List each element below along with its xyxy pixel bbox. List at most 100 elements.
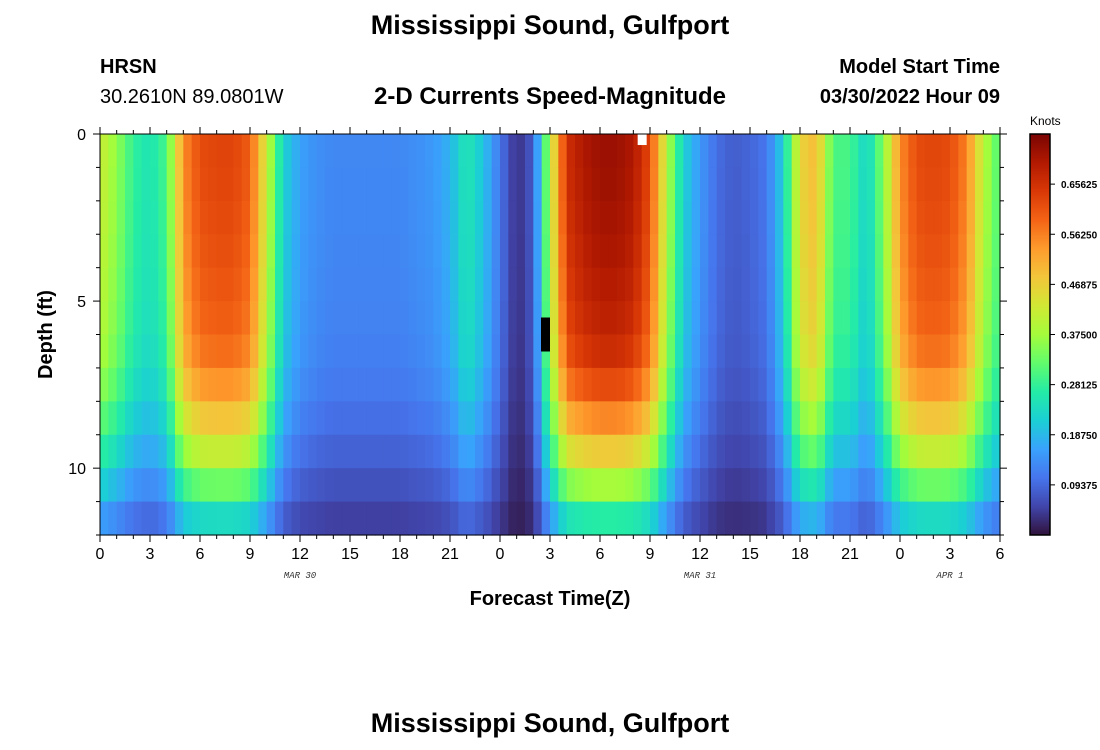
heatmap-cell	[266, 301, 276, 336]
heatmap-cell	[958, 267, 968, 302]
heatmap-cell	[383, 468, 393, 503]
heatmap-cell	[941, 434, 951, 469]
heatmap-cell	[150, 200, 159, 235]
heatmap-cell	[533, 301, 543, 336]
heatmap-cell	[308, 401, 318, 436]
heatmap-cell	[366, 401, 376, 436]
heatmap-cell	[733, 167, 743, 202]
heatmap-cell	[241, 468, 251, 503]
heatmap-cell	[258, 334, 268, 369]
heatmap-cell	[266, 501, 276, 536]
heatmap-cell	[383, 234, 393, 269]
heatmap-cell	[316, 501, 326, 536]
heatmap-cell	[275, 334, 284, 369]
heatmap-cell	[433, 367, 443, 402]
heatmap-cell	[166, 434, 176, 469]
heatmap-cell	[950, 334, 959, 369]
heatmap-cell	[191, 401, 201, 436]
heatmap-cell	[991, 434, 1001, 469]
heatmap-cell	[441, 434, 451, 469]
heatmap-cell	[725, 501, 734, 536]
heatmap-cell	[500, 468, 509, 503]
heatmap-cell	[100, 501, 109, 536]
heatmap-cell	[391, 134, 401, 169]
heatmap-cell	[850, 134, 859, 169]
heatmap-cell	[400, 334, 409, 369]
x-tick-label: 21	[441, 546, 459, 563]
heatmap-cell	[175, 200, 184, 235]
heatmap-cell	[525, 434, 534, 469]
heatmap-cell	[175, 367, 184, 402]
heatmap-cell	[216, 468, 226, 503]
heatmap-cell	[633, 501, 643, 536]
heatmap-cell	[341, 434, 351, 469]
heatmap-cell	[316, 468, 326, 503]
heatmap-cell	[391, 167, 401, 202]
heatmap-cell	[125, 501, 134, 536]
heatmap-cell	[658, 301, 668, 336]
heatmap-cell	[850, 501, 859, 536]
heatmap-cell	[266, 167, 276, 202]
heatmap-cell	[141, 200, 151, 235]
heatmap-cell	[241, 167, 251, 202]
heatmap-cell	[516, 334, 526, 369]
x-tick-label: 12	[691, 546, 709, 563]
heatmap-cell	[375, 434, 384, 469]
heatmap-cell	[283, 167, 293, 202]
heatmap-cell	[958, 434, 968, 469]
heatmap-cell	[500, 200, 509, 235]
heatmap-cell	[983, 401, 993, 436]
heatmap-cell	[350, 134, 359, 169]
heatmap-cell	[550, 267, 559, 302]
heatmap-cell	[341, 200, 351, 235]
heatmap-cell	[216, 167, 226, 202]
heatmap-cell	[566, 501, 576, 536]
heatmap-cell	[700, 434, 709, 469]
heatmap-cell	[291, 134, 301, 169]
heatmap-cell	[658, 334, 668, 369]
heatmap-cell	[900, 434, 909, 469]
heatmap-cell	[433, 200, 443, 235]
heatmap-cell	[783, 267, 793, 302]
heatmap-cell	[758, 401, 768, 436]
heatmap-cell	[108, 401, 118, 436]
heatmap-cell	[925, 401, 934, 436]
heatmap-cell	[558, 334, 568, 369]
heatmap-cell	[341, 234, 351, 269]
heatmap-cell	[883, 334, 893, 369]
heatmap-cell	[141, 468, 151, 503]
heatmap-cell	[291, 367, 301, 402]
heatmap-cell	[925, 167, 934, 202]
heatmap-cell	[708, 167, 718, 202]
heatmap-cell	[166, 468, 176, 503]
heatmap-cell	[525, 134, 534, 169]
heatmap-cell	[591, 301, 601, 336]
heatmap-cell	[708, 367, 718, 402]
heatmap-cell	[708, 234, 718, 269]
heatmap-cell	[250, 334, 259, 369]
heatmap-cell	[666, 267, 676, 302]
heatmap-cell	[475, 134, 484, 169]
heatmap-cell	[116, 434, 126, 469]
heatmap-cell	[691, 468, 701, 503]
heatmap-cell	[566, 434, 576, 469]
heatmap-cell	[100, 401, 109, 436]
heatmap-cell	[208, 367, 218, 402]
heatmap-cell	[525, 234, 534, 269]
heatmap-cell	[116, 167, 126, 202]
heatmap-cell	[583, 134, 593, 169]
heatmap-cell	[850, 401, 859, 436]
heatmap-cell	[550, 434, 559, 469]
heatmap-cell	[391, 267, 401, 302]
heatmap-cell	[566, 301, 576, 336]
x-tick-label: 18	[791, 546, 809, 563]
date-label: MAR 30	[284, 571, 317, 581]
heatmap-cell	[158, 200, 168, 235]
heatmap-cell	[633, 167, 643, 202]
heatmap-cell	[175, 334, 184, 369]
heatmap-cell	[225, 468, 234, 503]
heatmap-cell	[641, 401, 651, 436]
heatmap-cell	[716, 167, 726, 202]
heatmap-cell	[991, 334, 1001, 369]
heatmap-cell	[583, 401, 593, 436]
